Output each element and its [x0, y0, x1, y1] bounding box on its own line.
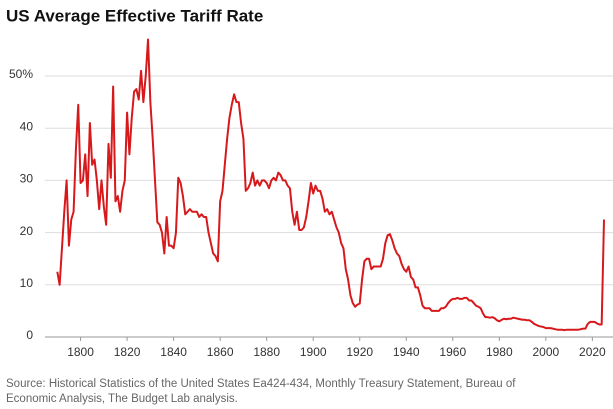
x-tick-label: 1920 [346, 345, 373, 359]
x-tick-label: 1820 [114, 345, 141, 359]
x-tick-label: 2000 [532, 345, 559, 359]
x-tick-label: 1840 [160, 345, 187, 359]
x-tick-label: 2020 [579, 345, 606, 359]
source-note: Economic Analysis, The Budget Lab analys… [6, 393, 238, 405]
x-tick-label: 1980 [486, 345, 513, 359]
chart-title: US Average Effective Tariff Rate [6, 6, 263, 25]
y-tick-label: 40 [20, 119, 34, 133]
y-tick-label: 0 [26, 328, 33, 342]
y-tick-label: 30 [20, 172, 34, 186]
x-tick-label: 1860 [207, 345, 234, 359]
line [56, 38, 605, 332]
x-tick-label: 1880 [253, 345, 280, 359]
y-tick-label: 20 [20, 224, 34, 238]
x-tick-label: 1800 [67, 345, 94, 359]
y-tick-label: 10 [20, 276, 34, 290]
source-note: Source: Historical Statistics of the Uni… [6, 378, 516, 390]
x-tick-label: 1940 [393, 345, 420, 359]
x-tick-label: 1900 [300, 345, 327, 359]
x-tick-label: 1960 [439, 345, 466, 359]
y-tick-label: 50% [9, 67, 33, 81]
